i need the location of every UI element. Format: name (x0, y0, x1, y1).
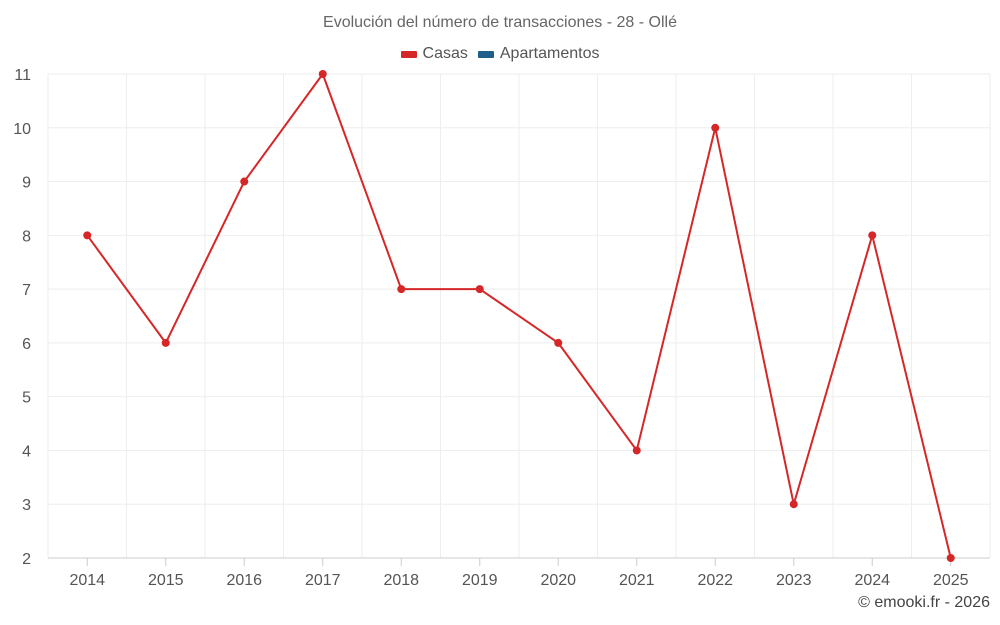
axes: 2 3 4 5 6 7 8 9 10 11 2014 2015 2016 2017 2018 2019 2020… (13, 67, 990, 589)
legend-swatch-apartamentos (477, 50, 494, 58)
legend-label-apartamentos: Apartamentos (499, 45, 600, 62)
grid (47, 73, 991, 558)
x-tick-label: 2018 (383, 572, 419, 589)
data-point-casas[interactable] (397, 285, 406, 294)
x-tick-label: 2025 (933, 572, 969, 589)
legend-swatch-casas (400, 50, 417, 58)
x-tick-label: 2023 (776, 572, 812, 589)
series (83, 70, 955, 562)
data-point-casas[interactable] (554, 338, 563, 347)
data-point-casas[interactable] (318, 70, 327, 78)
credit-text: © emooki.fr - 2026 (858, 594, 990, 611)
series-line-casas (86, 73, 952, 559)
x-tick-label: 2020 (540, 572, 576, 589)
y-tick-label: 2 (22, 551, 31, 568)
data-point-casas[interactable] (240, 177, 249, 186)
x-tick-label: 2015 (148, 572, 184, 589)
legend-label-casas: Casas (422, 45, 468, 62)
y-tick-label: 4 (22, 443, 31, 460)
x-tick-label: 2019 (462, 572, 498, 589)
y-tick-label: 9 (22, 175, 31, 192)
y-tick-label: 3 (22, 497, 31, 514)
data-point-casas[interactable] (161, 338, 170, 347)
data-point-casas[interactable] (711, 123, 720, 132)
data-point-casas[interactable] (83, 231, 92, 240)
x-tick-label: 2022 (697, 572, 733, 589)
y-tick-label: 7 (22, 282, 31, 299)
x-tick-label: 2014 (69, 572, 105, 589)
legend: Casas Apartamentos (0, 45, 1000, 63)
y-tick-label: 11 (14, 67, 31, 84)
y-tick-label: 5 (22, 390, 31, 407)
data-point-casas[interactable] (632, 446, 641, 455)
x-tick-label: 2021 (619, 572, 655, 589)
data-point-casas[interactable] (475, 285, 484, 294)
legend-item-apartamentos[interactable]: Apartamentos (477, 45, 600, 63)
x-tick-label: 2016 (226, 572, 262, 589)
y-tick-label: 6 (22, 336, 31, 353)
x-tick-label: 2024 (854, 572, 890, 589)
y-tick-label: 10 (13, 121, 31, 138)
legend-item-casas[interactable]: Casas (400, 45, 468, 63)
data-point-casas[interactable] (946, 554, 955, 562)
x-tick-label: 2017 (305, 572, 341, 589)
data-point-casas[interactable] (868, 231, 877, 240)
data-point-casas[interactable] (789, 500, 798, 509)
y-tick-label: 8 (22, 228, 31, 245)
chart-title: Evolución del número de transacciones - … (323, 14, 677, 31)
